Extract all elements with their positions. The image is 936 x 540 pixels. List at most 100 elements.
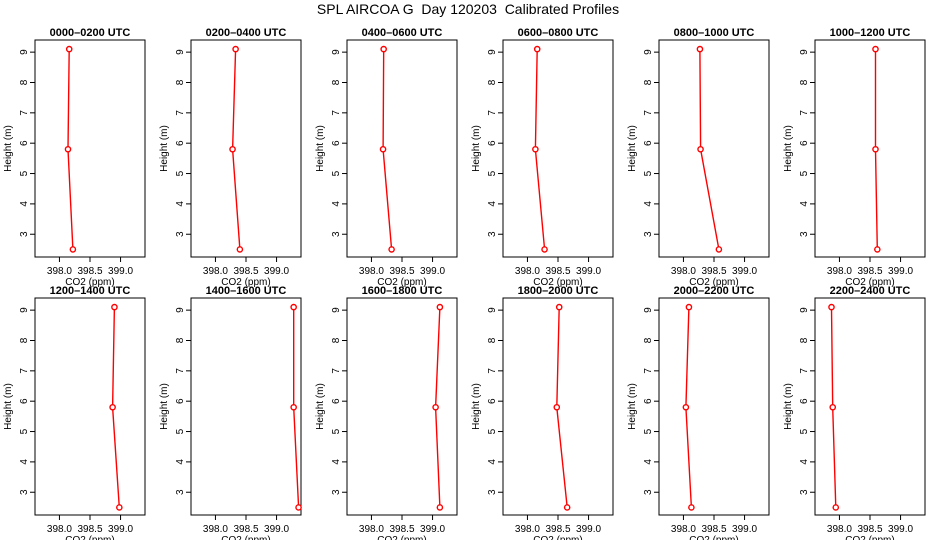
y-tick-label: 5 [175,428,186,434]
y-tick-label: 8 [331,337,342,343]
profile-panel: 1600–1800 UTC 398.0 398.5 399.0 3 4 5 6 7 8 9 CO2 (… [315,285,458,540]
y-tick-label: 7 [19,368,30,374]
y-tick-label: 9 [799,49,810,55]
x-tick-label: 398.5 [389,524,414,535]
y-axis-label: Height (m) [471,125,482,172]
y-tick-label: 4 [643,201,654,207]
y-tick-label: 5 [643,428,654,434]
plot-frame [34,39,146,258]
y-tick-label: 8 [19,79,30,85]
x-tick-label: 399.0 [732,524,757,535]
y-tick-label: 7 [643,368,654,374]
panel-title: 1200–1400 UTC [50,285,131,297]
y-axis-label: Height (m) [315,383,326,430]
y-tick-label: 5 [19,428,30,434]
y-tick-label: 9 [643,49,654,55]
x-tick-label: 398.5 [545,524,570,535]
x-tick-label: 398.5 [233,266,258,277]
x-tick-label: 398.5 [857,524,882,535]
panel-title: 0600–0800 UTC [518,27,599,39]
profile-panel: 0000–0200 UTC 398.0 398.5 399.0 3 4 5 6 7 8 9 CO2 (… [3,27,146,288]
y-tick-label: 7 [19,110,30,116]
y-axis-label: Height (m) [315,125,326,172]
data-point [685,303,693,311]
y-tick-label: 5 [331,428,342,434]
x-tick-label: 398.0 [203,524,228,535]
x-tick-label: 398.0 [203,266,228,277]
x-tick-label: 398.5 [545,266,570,277]
y-tick-label: 4 [643,459,654,465]
plot-frame [658,297,770,516]
plot-frame [34,297,146,516]
data-point [832,504,840,511]
x-axis-label: CO2 (ppm) [377,277,426,288]
panel-title: 0800–1000 UTC [674,27,755,39]
y-tick-label: 4 [331,201,342,207]
x-tick-label: 398.0 [515,524,540,535]
x-axis-label: CO2 (ppm) [689,277,738,288]
data-point [290,403,297,411]
y-tick-label: 4 [331,459,342,465]
y-tick-label: 7 [331,110,342,116]
x-axis-label: CO2 (ppm) [65,277,114,288]
y-tick-label: 9 [175,307,186,313]
y-tick-label: 7 [487,110,498,116]
y-tick-label: 7 [331,368,342,374]
panel-title: 0000–0200 UTC [50,27,131,39]
x-axis-label: CO2 (ppm) [377,535,426,540]
y-tick-label: 4 [799,459,810,465]
x-tick-label: 398.5 [701,266,726,277]
profile-panel: 0400–0600 UTC 398.0 398.5 399.0 3 4 5 6 7 8 9 CO2 (… [315,27,458,288]
data-point [290,303,297,311]
x-tick-label: 399.0 [576,266,601,277]
x-axis-label: CO2 (ppm) [221,535,270,540]
x-tick-label: 398.0 [47,524,72,535]
y-axis-label: Height (m) [627,125,638,172]
y-axis-label: Height (m) [3,383,14,430]
plot-frame [346,39,458,258]
y-tick-label: 9 [331,307,342,313]
profile-panel: 2000–2200 UTC 398.0 398.5 399.0 3 4 5 6 7 8 9 CO2 (… [627,285,770,540]
y-tick-label: 6 [799,398,810,404]
y-axis-label: Height (m) [3,125,14,172]
x-tick-label: 399.0 [420,266,445,277]
data-point [436,504,444,511]
panel-title: 0400–0600 UTC [362,27,443,39]
y-tick-label: 5 [799,170,810,176]
y-tick-label: 3 [487,489,498,495]
panel-title: 1000–1200 UTC [830,27,911,39]
data-point [232,45,239,53]
plot-frame [814,39,926,258]
data-point [229,145,236,153]
data-point [697,145,704,153]
y-tick-label: 5 [799,428,810,434]
x-axis-label: CO2 (ppm) [689,535,738,540]
y-tick-label: 4 [175,459,186,465]
profile-panel: 1200–1400 UTC 398.0 398.5 399.0 3 4 5 6 7 8 9 CO2 (… [3,285,146,540]
panel-title: 2000–2200 UTC [674,285,755,297]
data-point [682,403,690,411]
plot-frame [502,39,614,258]
panel-title: 1400–1600 UTC [206,285,287,297]
y-tick-label: 5 [331,170,342,176]
data-point [380,45,387,53]
x-tick-label: 399.0 [264,266,289,277]
panel-title: 2200–2400 UTC [830,285,911,297]
y-tick-label: 5 [487,170,498,176]
x-axis-label: CO2 (ppm) [533,277,582,288]
data-point [532,145,539,153]
x-axis-label: CO2 (ppm) [533,535,582,540]
x-tick-label: 399.0 [576,524,601,535]
y-tick-label: 9 [19,49,30,55]
y-tick-label: 9 [19,307,30,313]
y-tick-label: 4 [175,201,186,207]
y-tick-label: 3 [175,489,186,495]
y-tick-label: 4 [487,459,498,465]
y-tick-label: 8 [487,79,498,85]
data-point [379,145,387,153]
y-tick-label: 6 [175,398,186,404]
data-point [553,403,561,411]
data-point [65,45,73,53]
x-tick-label: 398.0 [359,524,384,535]
x-tick-label: 399.0 [108,266,133,277]
